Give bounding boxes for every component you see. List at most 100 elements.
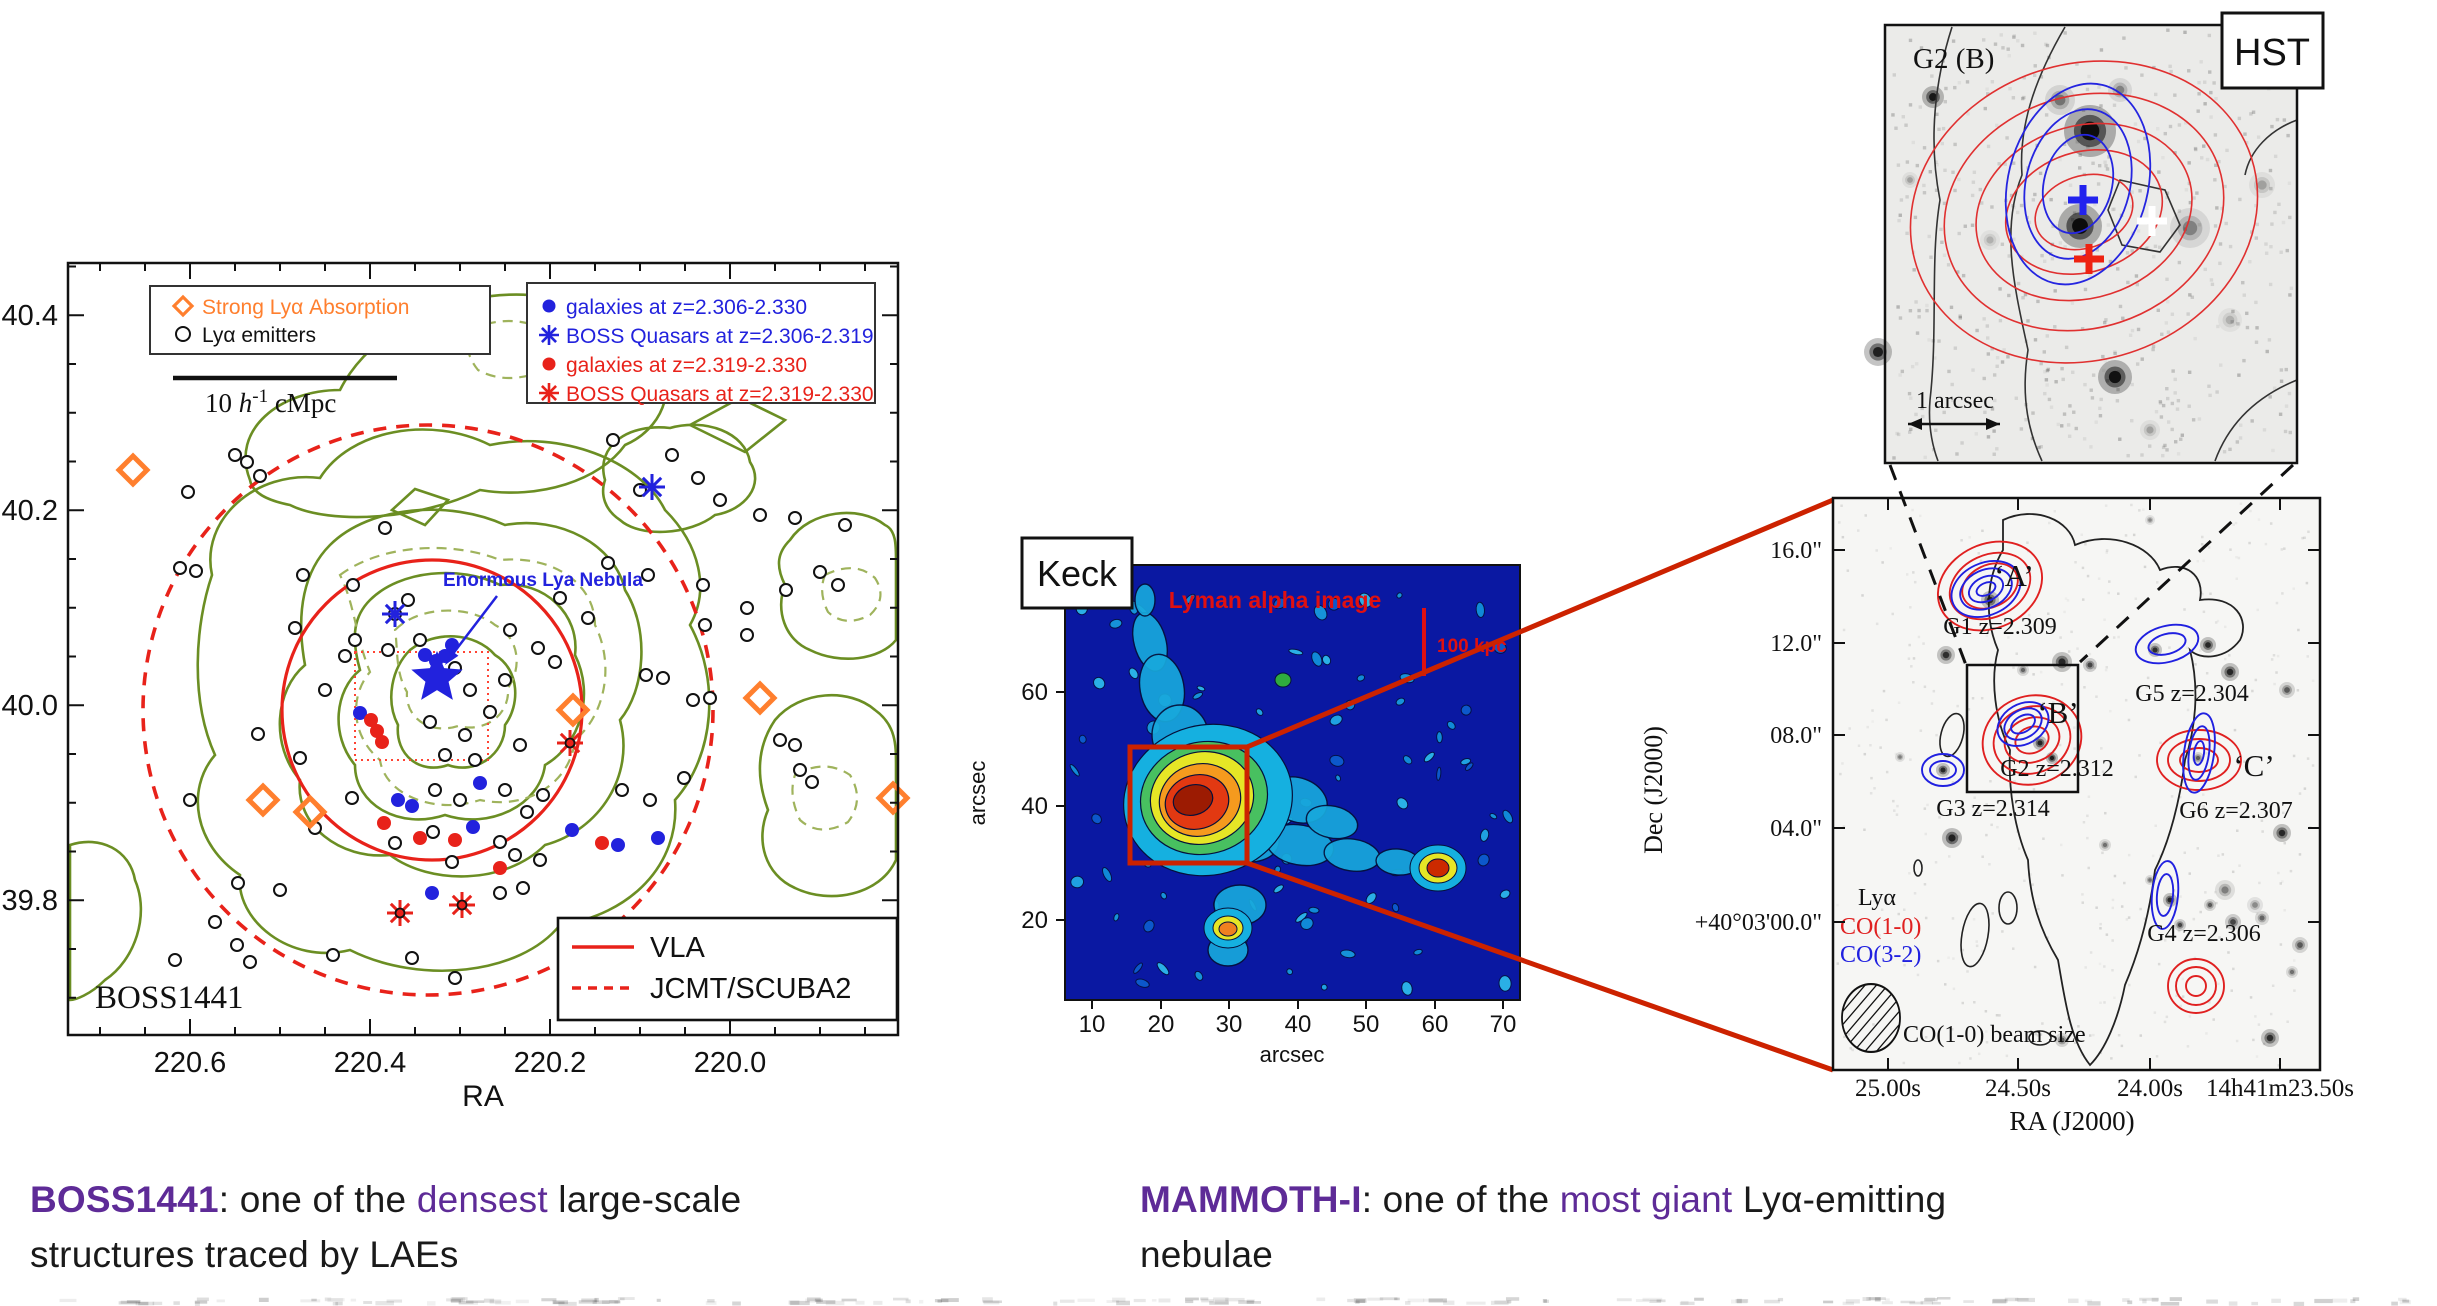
- galaxy-smudge: [2170, 208, 2210, 248]
- noise: [2101, 770, 2105, 773]
- noise: [2232, 523, 2235, 527]
- hst-zoom-box: [1965, 663, 2080, 794]
- noise: [2134, 597, 2138, 600]
- noise: [1842, 825, 1846, 828]
- noise: [2161, 697, 2165, 701]
- noise: [2256, 135, 2261, 139]
- bottom-artifact: [1884, 1298, 1890, 1302]
- noise: [2236, 762, 2240, 766]
- noise: [2020, 96, 2025, 101]
- caption-mammoth-mid2: Lyα-emitting: [1732, 1179, 1947, 1220]
- bottom-artifact: [363, 1301, 373, 1304]
- noise: [1957, 81, 1962, 85]
- noise: [2108, 580, 2111, 583]
- noise: [2147, 444, 2152, 448]
- galaxy-smudge: [2266, 1034, 2274, 1042]
- noise: [2219, 363, 2223, 367]
- noise: [2210, 282, 2215, 287]
- hst-dashed-connector: [2078, 463, 2295, 664]
- co-contour: [1961, 562, 2019, 610]
- noise: [2311, 679, 2315, 682]
- lya-speck: [1401, 981, 1413, 996]
- noise: [2087, 795, 2091, 798]
- legend-item-label: BOSS Quasars at z=2.306-2.319: [566, 325, 874, 348]
- noise: [1982, 376, 1986, 381]
- bottom-artifact: [578, 1300, 597, 1304]
- noise: [2106, 223, 2111, 227]
- bottom-artifact: [816, 1300, 836, 1304]
- noise: [2298, 792, 2302, 795]
- caption-boss-title: BOSS1441: [30, 1179, 219, 1220]
- noise: [2235, 440, 2240, 444]
- noise: [2053, 289, 2057, 293]
- noise: [2202, 559, 2205, 563]
- noise: [2111, 939, 2114, 942]
- noise: [1897, 912, 1900, 916]
- noise: [2205, 1032, 2208, 1035]
- bottom-artifact: [335, 1301, 343, 1306]
- lya-emitter-point: [208, 915, 222, 929]
- noise: [2138, 754, 2141, 757]
- noise: [2249, 230, 2254, 234]
- noise: [1934, 861, 1938, 864]
- keck-xlabel: arcsec: [1260, 1042, 1325, 1067]
- bottom-artifact: [386, 1299, 403, 1303]
- caption-mammoth-line1: MAMMOTH-I: one of the most giant Lyα-emi…: [1140, 1172, 1946, 1227]
- noise: [2230, 320, 2234, 324]
- bottom-artifact: [2004, 1297, 2019, 1302]
- noise: [2185, 646, 2189, 649]
- noise: [2108, 259, 2113, 264]
- noise: [1927, 234, 1931, 239]
- noise: [2181, 977, 2185, 981]
- noise: [2023, 879, 2026, 883]
- bottom-artifact: [1407, 1298, 1425, 1303]
- noise: [1996, 800, 1999, 804]
- bottom-artifact: [2251, 1301, 2259, 1306]
- noise: [1875, 622, 1879, 626]
- noise: [1881, 561, 1884, 564]
- lya-emitter-point: [698, 618, 712, 632]
- lya-speck: [1313, 604, 1328, 621]
- noise: [2073, 1041, 2077, 1045]
- caption-boss-highlight: densest: [416, 1179, 548, 1220]
- noise: [2205, 672, 2209, 675]
- galaxy-smudge: [1905, 175, 1915, 185]
- dotted-box: [354, 651, 489, 761]
- bottom-artifact: [1777, 1297, 1784, 1302]
- noise: [2256, 608, 2259, 612]
- lya-emitter-point: [805, 775, 819, 789]
- noise: [2267, 338, 2272, 342]
- noise: [1958, 316, 1963, 320]
- noise: [2229, 548, 2232, 551]
- co-contour: [1948, 551, 2032, 621]
- noise: [2269, 1012, 2273, 1016]
- lya-speck: [1311, 651, 1323, 667]
- noise: [2251, 689, 2254, 693]
- noise: [1924, 832, 1928, 836]
- noise: [2105, 666, 2109, 669]
- noise: [2305, 581, 2309, 585]
- lya-emitter-point: [493, 886, 507, 900]
- noise: [2007, 636, 2010, 639]
- noise: [1979, 559, 1983, 563]
- caption-boss-mid1: : one of the: [218, 1179, 417, 1220]
- noise: [1915, 163, 1920, 168]
- bottom-artifact: [1158, 1298, 1171, 1303]
- noise: [1912, 680, 1915, 684]
- noise: [2186, 312, 2190, 316]
- noise: [2068, 183, 2073, 187]
- caption-mammoth-highlight: most giant: [1559, 1179, 1733, 1220]
- boss-quasar-red: [449, 892, 475, 918]
- lya-emitter-point: [183, 793, 197, 807]
- nebula-core: [1172, 784, 1214, 816]
- alma-x-tick-label: 24.50s: [1985, 1075, 2051, 1102]
- noise: [2227, 951, 2230, 954]
- noise: [1955, 452, 1959, 456]
- lya-emitter-point: [606, 433, 620, 447]
- noise: [1986, 435, 1991, 439]
- noise: [1971, 368, 1975, 372]
- noise: [2092, 1033, 2095, 1037]
- galaxy-smudge: [2148, 878, 2152, 882]
- galaxy-point-red: [448, 833, 462, 847]
- noise: [2170, 795, 2174, 798]
